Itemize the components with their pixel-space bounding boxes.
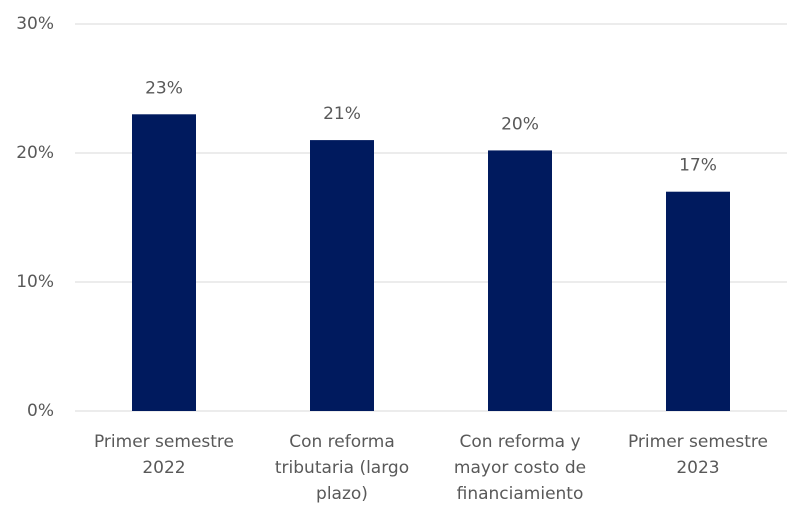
y-tick-label: 0% — [27, 401, 54, 421]
y-tick-label: 10% — [16, 272, 54, 292]
bar — [488, 150, 552, 412]
x-tick-label: Con reforma y mayor costo de financiamie… — [453, 432, 587, 504]
data-label: 17% — [679, 156, 717, 176]
x-tick-label: Primer semestre 2023 — [627, 432, 768, 478]
y-tick-label: 20% — [16, 143, 54, 163]
bar — [666, 191, 730, 411]
bar — [132, 114, 196, 412]
x-tick-label: Primer semestre 2022 — [93, 432, 234, 478]
data-label: 20% — [501, 114, 539, 134]
x-tick-label: Con reforma tributaria (largo plazo) — [274, 432, 410, 504]
data-label: 23% — [145, 78, 183, 98]
y-tick-label: 30% — [16, 14, 54, 34]
data-label: 21% — [323, 104, 361, 124]
bar — [310, 140, 374, 411]
